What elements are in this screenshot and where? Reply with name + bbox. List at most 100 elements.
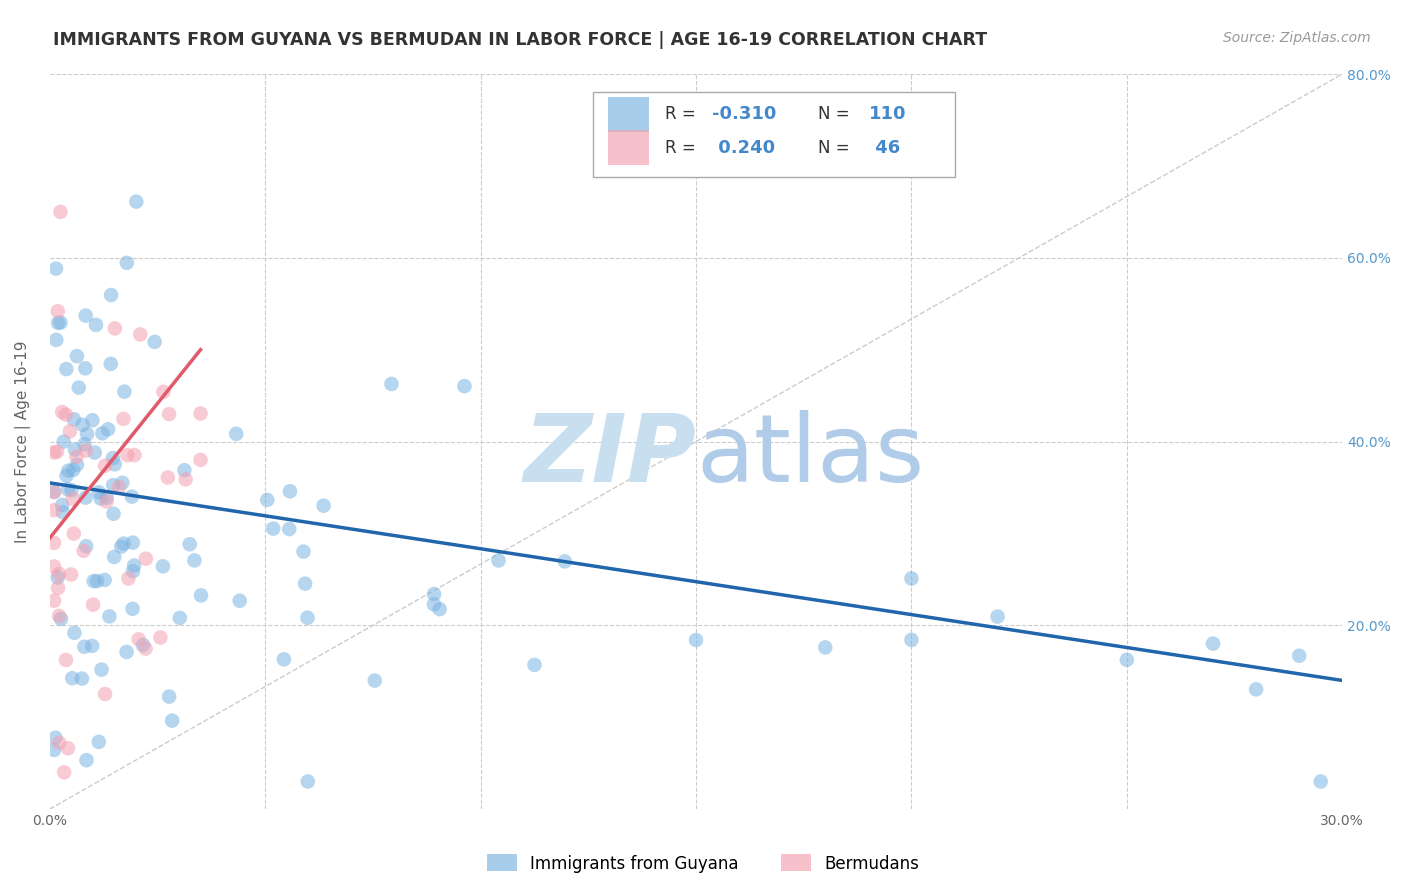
Point: [56, 741, 79, 756]
Point: [97, 422, 120, 436]
Point: [294, 576, 316, 591]
FancyBboxPatch shape: [592, 93, 955, 177]
Point: [73, 640, 96, 654]
Point: [82, 413, 104, 427]
Point: [488, 553, 510, 567]
Point: [169, 611, 191, 625]
Point: [190, 588, 212, 602]
Point: [132, 638, 155, 652]
Point: [87, 485, 110, 500]
Text: R =: R =: [665, 105, 702, 123]
Point: [111, 475, 134, 490]
Point: [173, 463, 195, 477]
Point: [108, 480, 131, 494]
Point: [86, 574, 108, 588]
Point: [124, 448, 146, 462]
Point: [58, 464, 80, 478]
Point: [1244, 682, 1267, 697]
Point: [1288, 648, 1310, 663]
Point: [93, 573, 115, 587]
Point: [59, 424, 82, 438]
Legend: Immigrants from Guyana, Bermudans: Immigrants from Guyana, Bermudans: [481, 847, 925, 880]
Text: ZIP: ZIP: [523, 410, 696, 502]
Point: [66, 349, 89, 363]
Point: [62, 463, 84, 477]
Point: [100, 357, 122, 371]
Point: [82, 598, 104, 612]
Point: [44, 731, 66, 745]
Point: [685, 633, 707, 648]
Point: [87, 735, 110, 749]
Point: [128, 632, 150, 647]
Point: [423, 587, 446, 601]
Point: [94, 458, 117, 473]
Point: [190, 453, 212, 467]
Point: [83, 574, 105, 588]
Point: [42, 536, 65, 550]
Point: [129, 327, 152, 342]
Text: R =: R =: [665, 138, 702, 156]
Point: [152, 384, 174, 399]
Text: N =: N =: [817, 138, 855, 156]
Point: [45, 333, 67, 347]
Point: [51, 498, 73, 512]
Point: [55, 408, 77, 422]
Point: [91, 426, 114, 441]
Point: [814, 640, 837, 655]
Point: [297, 774, 319, 789]
Point: [75, 361, 97, 376]
Point: [46, 581, 69, 595]
Point: [554, 554, 576, 568]
Point: [46, 444, 69, 458]
Point: [73, 543, 96, 558]
Point: [143, 334, 166, 349]
Point: [125, 194, 148, 209]
Point: [103, 549, 125, 564]
Point: [52, 505, 75, 519]
Point: [60, 483, 83, 498]
Point: [152, 559, 174, 574]
Point: [115, 256, 138, 270]
Point: [75, 309, 97, 323]
Point: [117, 448, 139, 462]
Point: [262, 522, 284, 536]
Point: [42, 503, 65, 517]
Point: [112, 536, 135, 550]
Text: 0.240: 0.240: [711, 138, 775, 156]
Point: [256, 492, 278, 507]
Point: [62, 491, 84, 506]
Point: [101, 451, 124, 466]
Point: [48, 736, 70, 750]
Point: [112, 412, 135, 426]
Point: [49, 612, 72, 626]
Point: [55, 362, 77, 376]
Point: [110, 540, 132, 554]
Point: [121, 490, 143, 504]
Text: Source: ZipAtlas.com: Source: ZipAtlas.com: [1223, 31, 1371, 45]
Point: [115, 645, 138, 659]
Point: [98, 609, 121, 624]
Point: [84, 318, 107, 332]
Point: [63, 442, 86, 457]
Point: [100, 288, 122, 302]
Point: [179, 537, 201, 551]
Text: 110: 110: [869, 105, 907, 123]
Point: [273, 652, 295, 666]
Point: [60, 567, 83, 582]
Point: [45, 261, 67, 276]
Point: [900, 571, 922, 585]
Point: [42, 559, 65, 574]
Point: [75, 443, 97, 458]
Point: [62, 526, 84, 541]
Point: [122, 558, 145, 573]
Point: [46, 316, 69, 330]
Point: [228, 594, 250, 608]
Point: [96, 494, 118, 508]
Text: 46: 46: [869, 138, 900, 156]
Point: [987, 609, 1010, 624]
Point: [49, 316, 72, 330]
Point: [1115, 653, 1137, 667]
Point: [157, 690, 180, 704]
Point: [60, 671, 83, 685]
Point: [42, 484, 65, 499]
